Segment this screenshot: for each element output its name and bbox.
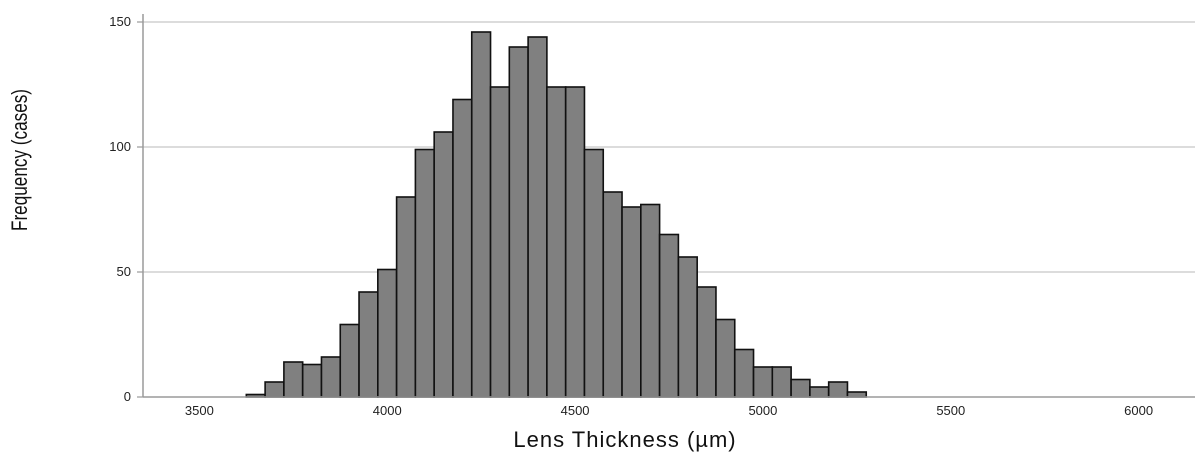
histogram-bar [677,256,698,398]
y-tick-label: 150 [109,14,131,29]
histogram-bar [752,366,774,398]
histogram-bars [245,31,868,398]
histogram-bar [489,86,511,398]
histogram-bar [715,318,736,398]
histogram-bar [358,291,379,398]
x-tick-label: 3500 [185,403,214,418]
histogram-bar [733,348,755,398]
histogram-bar [809,386,830,398]
histogram-bar [377,268,398,398]
histogram-bar [546,86,567,398]
x-tick-label: 6000 [1124,403,1153,418]
histogram-bar [696,286,717,398]
x-tick-label: 4500 [561,403,590,418]
histogram-bar [470,31,492,398]
histogram-bar [790,378,811,398]
histogram-bar [771,366,792,398]
x-tick-label: 5000 [748,403,777,418]
x-axis-title: Lens Thickness (µm) [513,427,736,452]
histogram-bar [320,356,342,398]
tick-labels: 0 50 100 150 3500 4000 4500 5000 5500 6000 [109,14,1153,418]
y-tick-label: 50 [117,264,131,279]
y-axis-title: Frequency (cases) [8,89,33,231]
histogram-bar [583,148,605,398]
histogram-bar [827,381,849,398]
histogram-bar [283,361,304,398]
histogram-bar [621,206,642,398]
histogram-bar [264,381,285,398]
histogram-bar [339,323,360,398]
histogram-bar [527,36,548,398]
histogram-bar [640,203,661,398]
histogram-bar [508,46,529,398]
histogram-bar [395,196,417,398]
histogram-bar [414,148,435,398]
x-tick-label: 5500 [936,403,965,418]
histogram-bar [301,363,323,398]
y-tick-label: 100 [109,139,131,154]
histogram-bar [452,98,473,398]
y-tick-label: 0 [124,389,131,404]
histogram-bar [564,86,586,398]
x-tick-label: 4000 [373,403,402,418]
histogram-bar [658,233,680,398]
axes [137,14,1195,398]
histogram-bar [433,131,454,398]
histogram-bar [602,191,623,398]
